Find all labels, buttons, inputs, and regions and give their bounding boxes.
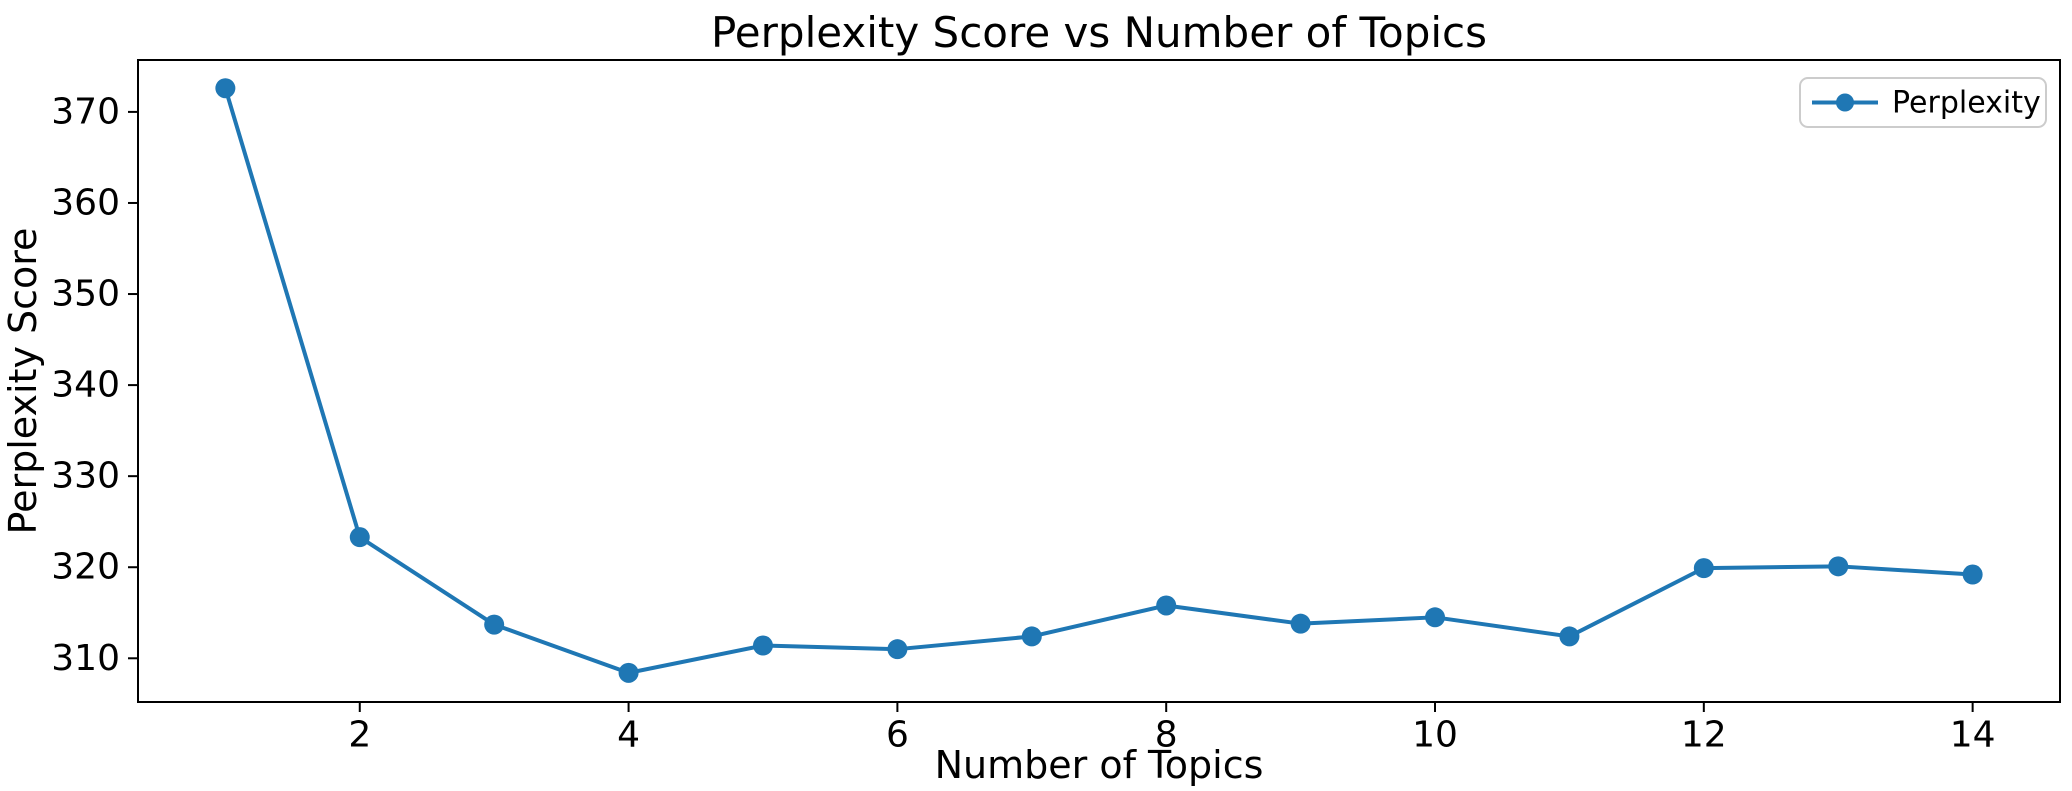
y-tick-label: 370 [51, 91, 120, 132]
x-axis-ticks: 2 4 6 8 10 12 14 [348, 702, 1996, 756]
legend-marker-sample [1836, 93, 1854, 112]
data-point [887, 639, 908, 660]
chart-title: Perplexity Score vs Number of Topics [711, 8, 1487, 57]
data-point [349, 527, 370, 548]
legend-label: Perplexity [1892, 86, 2041, 121]
y-tick-label: 340 [51, 365, 120, 406]
data-point [215, 78, 236, 99]
data-point [752, 635, 773, 656]
legend-box [1799, 77, 2047, 128]
data-point [1021, 626, 1042, 647]
data-point [1693, 558, 1714, 579]
data-point [1425, 607, 1446, 628]
x-tick-label: 4 [617, 715, 640, 756]
plot-area [138, 60, 2060, 702]
perplexity-line [223, 86, 1975, 675]
data-point [618, 662, 639, 683]
data-series [215, 78, 1983, 683]
legend: Perplexity [1799, 77, 2047, 128]
y-tick-label: 350 [51, 274, 120, 315]
x-tick-label: 2 [348, 715, 371, 756]
x-axis-label: Number of Topics [935, 743, 1264, 787]
data-point [1559, 626, 1580, 647]
x-tick-label: 6 [886, 715, 909, 756]
x-tick-label: 10 [1412, 715, 1458, 756]
data-point [1828, 556, 1849, 577]
y-tick-label: 330 [51, 456, 120, 497]
data-point [1290, 613, 1311, 634]
y-axis-ticks: 310 320 330 340 350 360 370 [51, 91, 138, 679]
data-point [1156, 595, 1177, 616]
plot-border [137, 59, 2061, 703]
x-tick-label: 14 [1950, 715, 1996, 756]
y-axis-label: Perplexity Score [1, 228, 45, 535]
data-point [1962, 564, 1983, 585]
y-tick-label: 310 [51, 638, 120, 679]
y-tick-label: 320 [51, 547, 120, 588]
x-tick-label: 12 [1681, 715, 1727, 756]
x-tick-label: 8 [1155, 715, 1178, 756]
y-tick-label: 360 [51, 182, 120, 223]
data-point [484, 614, 505, 635]
